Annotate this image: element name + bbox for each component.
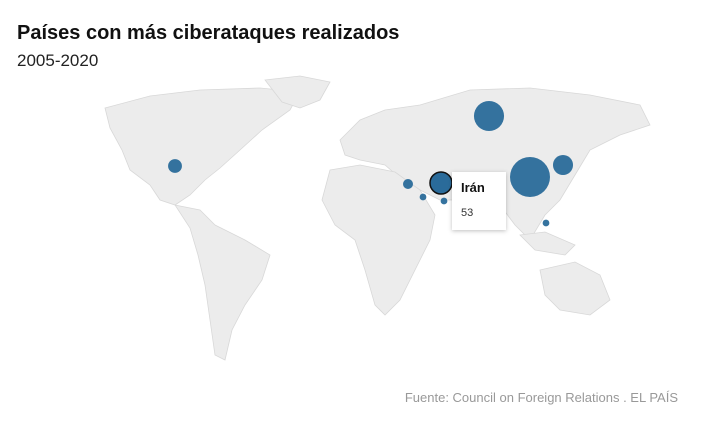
land — [104, 75, 651, 361]
bubble — [510, 157, 550, 197]
bubble — [402, 178, 414, 190]
bubble — [542, 219, 550, 227]
bubble — [552, 154, 574, 176]
source: Fuente: Council on Foreign Relations . E… — [404, 390, 678, 405]
tooltip-value: 53 — [461, 207, 473, 219]
bubble — [168, 159, 182, 173]
bubble — [429, 171, 453, 195]
tooltip — [452, 172, 506, 230]
tooltip-name: Irán — [461, 180, 485, 195]
bubble — [419, 193, 427, 201]
subtitle: 2005-2020 — [17, 51, 99, 70]
bubble — [440, 197, 448, 205]
bubble — [473, 100, 505, 132]
title: Países con más ciberataques realizados — [17, 22, 400, 44]
